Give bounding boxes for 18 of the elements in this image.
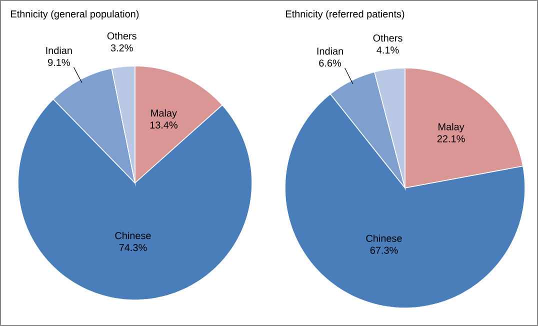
data-label: 6.6% xyxy=(319,60,342,67)
data-label: 74.3% xyxy=(119,244,147,252)
slice-label: Indian xyxy=(317,47,343,55)
data-label: 3.2% xyxy=(110,44,133,52)
data-label: 67.3% xyxy=(370,246,398,254)
data-label: 13.4% xyxy=(150,122,178,129)
slice-label: Others xyxy=(107,32,136,40)
slice-label: Malay xyxy=(151,109,177,119)
chart-title: Ethnicity (general population) xyxy=(11,10,139,20)
chart-title: Ethnicity (referred patients) xyxy=(286,10,404,20)
slice-label: Chinese xyxy=(115,232,151,240)
data-label: 22.1% xyxy=(437,135,465,142)
slice-label: Malay xyxy=(438,123,464,132)
data-label: 9.1% xyxy=(48,58,70,66)
slice-label: Others xyxy=(373,34,402,42)
slice-label: Chinese xyxy=(366,234,402,242)
slice-label: Indian xyxy=(46,46,72,54)
data-label: 4.1% xyxy=(376,46,399,54)
